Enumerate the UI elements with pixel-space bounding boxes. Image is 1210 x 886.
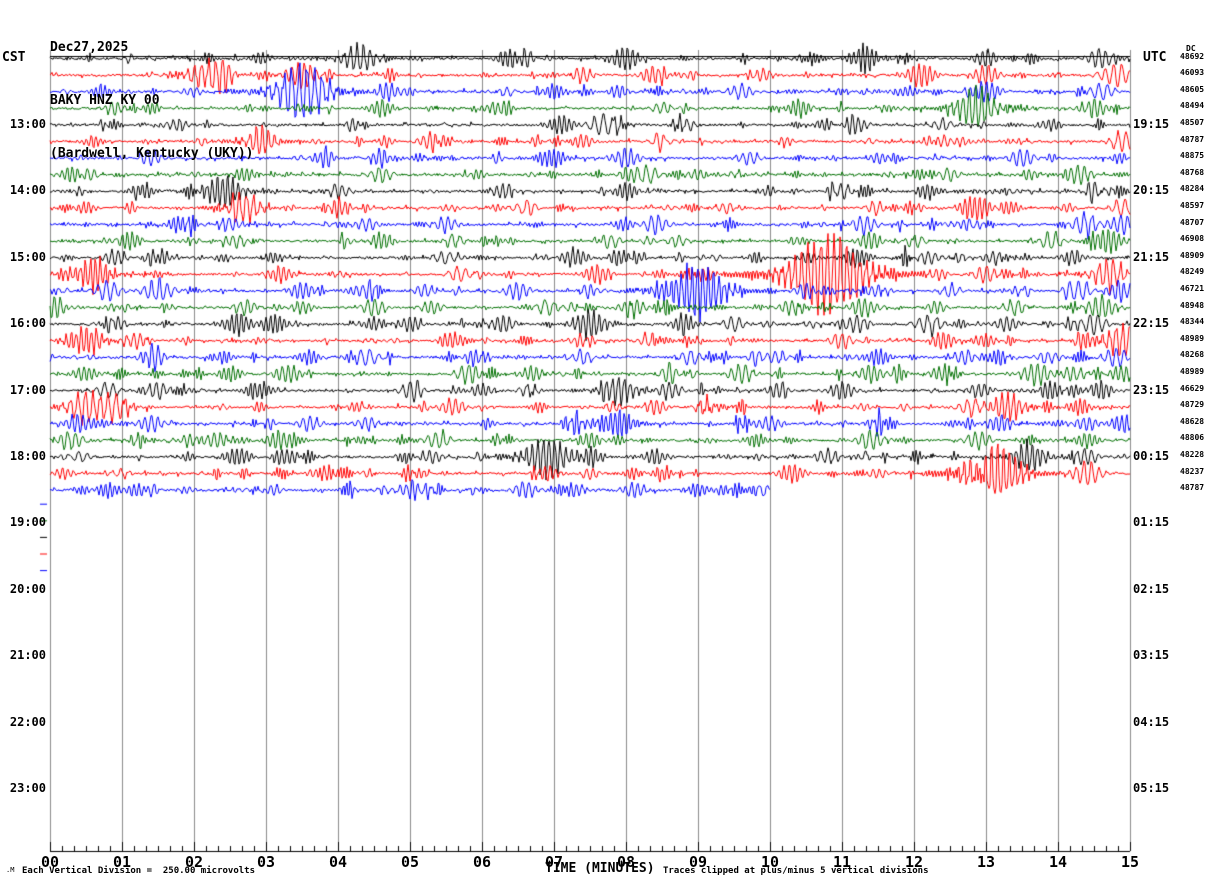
x-tick-label: 10 xyxy=(760,853,780,871)
x-tick-label: 06 xyxy=(472,853,492,871)
dc-offset-value: 46093 xyxy=(1180,68,1205,78)
cst-hour-label: 16:00 xyxy=(9,316,46,331)
dc-column-header: DC xyxy=(1186,44,1196,53)
dc-offset-value: 48768 xyxy=(1180,167,1205,177)
cst-hour-label: 21:00 xyxy=(9,648,46,663)
cst-hour-label: 23:00 xyxy=(9,780,46,795)
utc-hour-label: 20:15 xyxy=(1133,183,1170,198)
utc-corner-label: UTC xyxy=(1143,50,1167,65)
dc-offset-value: 46629 xyxy=(1180,383,1205,393)
dc-offset-value: 48989 xyxy=(1180,333,1205,343)
x-tick-label: 09 xyxy=(688,853,708,871)
utc-hour-label: 02:15 xyxy=(1133,581,1170,596)
utc-hour-label: 03:15 xyxy=(1133,648,1170,663)
x-tick-label: 00 xyxy=(40,853,60,871)
cst-hour-label: 20:00 xyxy=(9,581,46,596)
utc-hour-label: 00:15 xyxy=(1133,448,1170,463)
dc-offset-value: 48948 xyxy=(1180,300,1205,310)
x-tick-label: 12 xyxy=(904,853,924,871)
x-tick-label: 13 xyxy=(976,853,996,871)
dc-offset-value: 48494 xyxy=(1180,101,1205,111)
dc-offset-value: 48628 xyxy=(1180,416,1205,426)
cst-hour-label: 22:00 xyxy=(9,714,46,729)
dc-offset-value: 46721 xyxy=(1180,283,1205,293)
utc-hour-label: 01:15 xyxy=(1133,515,1170,530)
x-tick-label: 07 xyxy=(544,853,564,871)
dc-offset-value: 48344 xyxy=(1180,317,1205,327)
x-tick-label: 08 xyxy=(616,853,636,871)
dc-offset-value: 48729 xyxy=(1180,400,1205,410)
dc-offset-value: 48228 xyxy=(1180,449,1205,459)
cst-corner-label: CST xyxy=(2,50,26,65)
title-block: Dec27,2025 BAKY HNZ KY 00 (Bardwell, Ken… xyxy=(50,2,254,180)
utc-hour-label: 04:15 xyxy=(1133,714,1170,729)
dc-offset-value: 48249 xyxy=(1180,267,1205,277)
dc-offset-value: 48268 xyxy=(1180,350,1205,360)
dc-offset-value: 48605 xyxy=(1180,84,1205,94)
x-tick-label: 11 xyxy=(832,853,852,871)
x-tick-label: 04 xyxy=(328,853,348,871)
dc-offset-value: 48692 xyxy=(1180,51,1205,61)
corner-mark: .M xyxy=(6,866,15,874)
dc-offset-value: 48806 xyxy=(1180,433,1205,443)
date-label: Dec27,2025 xyxy=(50,40,129,55)
clip-note: Traces clipped at plus/minus 5 vertical … xyxy=(663,866,929,876)
x-tick-label: 01 xyxy=(112,853,132,871)
x-tick-label: 14 xyxy=(1048,853,1068,871)
utc-hour-label: 05:15 xyxy=(1133,780,1170,795)
dc-offset-value: 48989 xyxy=(1180,366,1205,376)
x-tick-label: 15 xyxy=(1120,853,1140,871)
dc-offset-value: 48787 xyxy=(1180,134,1205,144)
cst-hour-label: 15:00 xyxy=(9,249,46,264)
utc-hour-label: 23:15 xyxy=(1133,382,1170,397)
scale-note: Each Vertical Division = 250.00 microvol… xyxy=(22,866,255,876)
x-tick-label: 03 xyxy=(256,853,276,871)
dc-offset-value: 48284 xyxy=(1180,184,1205,194)
station-label: BAKY HNZ KY 00 xyxy=(50,93,160,108)
dc-offset-value: 48875 xyxy=(1180,151,1205,161)
cst-hour-label: 18:00 xyxy=(9,448,46,463)
cst-hour-label: 17:00 xyxy=(9,382,46,397)
dc-offset-value: 46908 xyxy=(1180,234,1205,244)
x-axis-label: TIME (MINUTES) xyxy=(545,861,655,876)
utc-hour-label: 21:15 xyxy=(1133,249,1170,264)
x-tick-label: 02 xyxy=(184,853,204,871)
utc-hour-label: 22:15 xyxy=(1133,316,1170,331)
cst-hour-label: 13:00 xyxy=(9,116,46,131)
location-label: (Bardwell, Kentucky (UKY)) xyxy=(50,146,254,161)
dc-offset-value: 48507 xyxy=(1180,117,1205,127)
dc-offset-value: 48597 xyxy=(1180,200,1205,210)
utc-hour-label: 19:15 xyxy=(1133,116,1170,131)
dc-offset-value: 48909 xyxy=(1180,250,1205,260)
x-tick-label: 05 xyxy=(400,853,420,871)
dc-offset-value: 48707 xyxy=(1180,217,1205,227)
dc-offset-value: 48237 xyxy=(1180,466,1205,476)
dc-offset-value: 48787 xyxy=(1180,483,1205,493)
cst-hour-label: 19:00 xyxy=(9,515,46,530)
cst-hour-label: 14:00 xyxy=(9,183,46,198)
